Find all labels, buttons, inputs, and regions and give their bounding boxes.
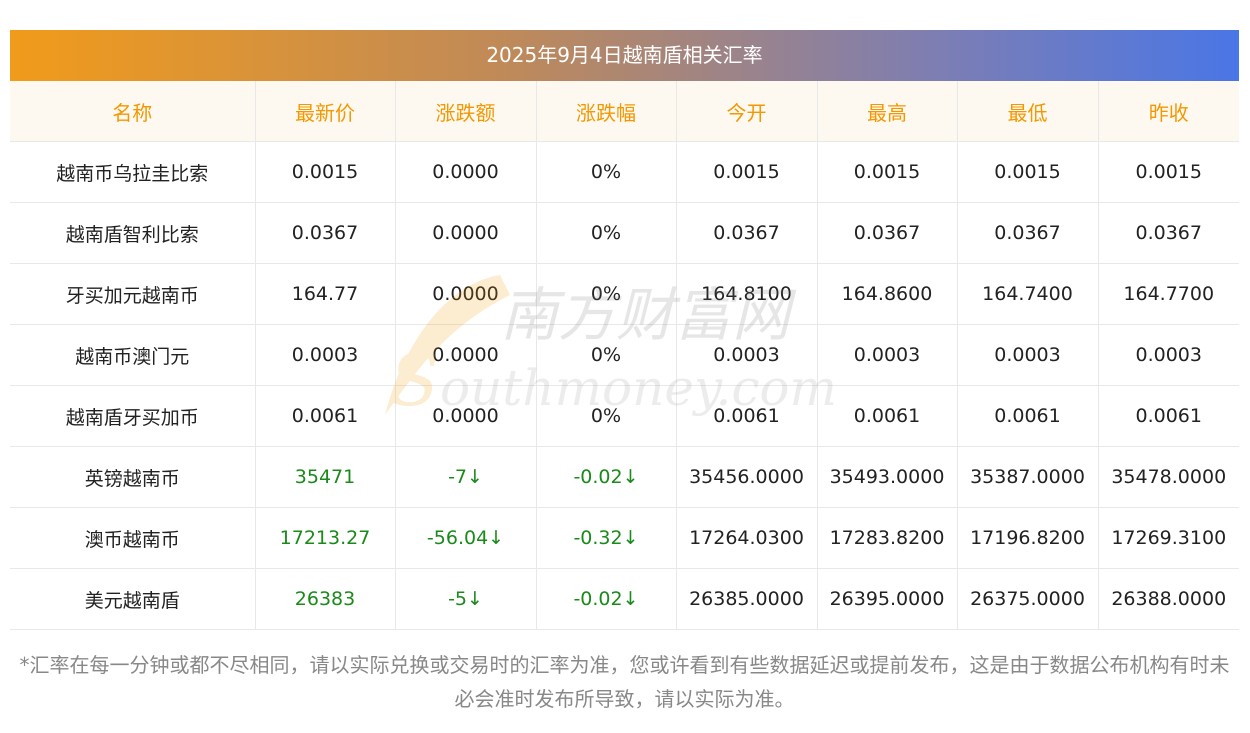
disclaimer-note: *汇率在每一分钟或都不尽相同，请以实际兑换或交易时的汇率为准，您或许看到有些数据… [19, 653, 1230, 711]
low-price-cell: 164.7400 [957, 263, 1099, 325]
change-amount-cell: -56.04↓ [395, 507, 537, 569]
high-price-cell: 0.0061 [817, 385, 958, 447]
exchange-rate-table: 名称 最新价 涨跌额 涨跌幅 今开 最高 最低 昨收 越南币乌拉圭比索 0.001… [10, 81, 1239, 630]
change-pct-cell: 0% [536, 324, 677, 386]
header-change-pct: 涨跌幅 [536, 81, 677, 142]
change-pct-cell: 0% [536, 202, 677, 264]
pair-name-cell: 美元越南盾 [10, 568, 256, 630]
prev-close-cell: 0.0015 [1098, 141, 1239, 203]
high-price-cell: 0.0367 [817, 202, 958, 264]
pair-name-cell: 越南币乌拉圭比索 [10, 141, 256, 203]
latest-price-cell: 0.0015 [255, 141, 396, 203]
change-pct-cell: -0.02↓ [536, 568, 677, 630]
table-row: 越南币澳门元 0.0003 0.0000 0% 0.0003 0.0003 0.0003 0.… [10, 324, 1239, 386]
latest-price-cell: 17213.27 [255, 507, 396, 569]
table-title: 2025年9月4日越南盾相关汇率 [10, 30, 1239, 81]
latest-price-cell: 0.0367 [255, 202, 396, 264]
header-prev-close: 昨收 [1098, 81, 1239, 142]
open-price-cell: 0.0061 [676, 385, 818, 447]
open-price-cell: 35456.0000 [676, 446, 818, 508]
prev-close-cell: 0.0061 [1098, 385, 1239, 447]
change-pct-cell: 0% [536, 141, 677, 203]
pair-name-cell: 澳币越南币 [10, 507, 256, 569]
change-pct-cell: 0% [536, 385, 677, 447]
pair-name-cell: 英镑越南币 [10, 446, 256, 508]
table-row: 越南币乌拉圭比索 0.0015 0.0000 0% 0.0015 0.0015 0.0015… [10, 141, 1239, 203]
high-price-cell: 26395.0000 [817, 568, 958, 630]
open-price-cell: 0.0367 [676, 202, 818, 264]
open-price-cell: 17264.0300 [676, 507, 818, 569]
header-change: 涨跌额 [395, 81, 537, 142]
header-low: 最低 [957, 81, 1099, 142]
high-price-cell: 0.0015 [817, 141, 958, 203]
low-price-cell: 35387.0000 [957, 446, 1099, 508]
open-price-cell: 0.0003 [676, 324, 818, 386]
header-latest: 最新价 [255, 81, 396, 142]
change-amount-cell: 0.0000 [395, 324, 537, 386]
change-pct-cell: 0% [536, 263, 677, 325]
prev-close-cell: 0.0367 [1098, 202, 1239, 264]
change-amount-cell: -5↓ [395, 568, 537, 630]
latest-price-cell: 0.0061 [255, 385, 396, 447]
low-price-cell: 17196.8200 [957, 507, 1099, 569]
latest-price-cell: 164.77 [255, 263, 396, 325]
header-open: 今开 [676, 81, 818, 142]
prev-close-cell: 17269.3100 [1098, 507, 1239, 569]
high-price-cell: 164.8600 [817, 263, 958, 325]
table-row: 美元越南盾 26383 -5↓ -0.02↓ 26385.0000 26395.0000 2… [10, 568, 1239, 630]
pair-name-cell: 牙买加元越南币 [10, 263, 256, 325]
header-name: 名称 [10, 81, 256, 142]
table-row: 越南盾智利比索 0.0367 0.0000 0% 0.0367 0.0367 0.0367 0… [10, 202, 1239, 264]
open-price-cell: 164.8100 [676, 263, 818, 325]
open-price-cell: 0.0015 [676, 141, 818, 203]
prev-close-cell: 35478.0000 [1098, 446, 1239, 508]
change-amount-cell: 0.0000 [395, 202, 537, 264]
change-amount-cell: 0.0000 [395, 263, 537, 325]
low-price-cell: 0.0015 [957, 141, 1099, 203]
header-high: 最高 [817, 81, 958, 142]
pair-name-cell: 越南盾牙买加币 [10, 385, 256, 447]
pair-name-cell: 越南币澳门元 [10, 324, 256, 386]
high-price-cell: 17283.8200 [817, 507, 958, 569]
low-price-cell: 0.0003 [957, 324, 1099, 386]
rate-table-container: 2025年9月4日越南盾相关汇率 名称 最新价 涨跌额 涨跌幅 今开 最高 最低… [10, 30, 1239, 630]
table-header-row: 名称 最新价 涨跌额 涨跌幅 今开 最高 最低 昨收 [10, 81, 1239, 142]
latest-price-cell: 26383 [255, 568, 396, 630]
high-price-cell: 35493.0000 [817, 446, 958, 508]
latest-price-cell: 0.0003 [255, 324, 396, 386]
low-price-cell: 0.0367 [957, 202, 1099, 264]
low-price-cell: 0.0061 [957, 385, 1099, 447]
prev-close-cell: 164.7700 [1098, 263, 1239, 325]
table-row: 牙买加元越南币 164.77 0.0000 0% 164.8100 164.8600 164… [10, 263, 1239, 325]
prev-close-cell: 26388.0000 [1098, 568, 1239, 630]
change-pct-cell: -0.32↓ [536, 507, 677, 569]
high-price-cell: 0.0003 [817, 324, 958, 386]
low-price-cell: 26375.0000 [957, 568, 1099, 630]
change-amount-cell: 0.0000 [395, 141, 537, 203]
pair-name-cell: 越南盾智利比索 [10, 202, 256, 264]
prev-close-cell: 0.0003 [1098, 324, 1239, 386]
change-amount-cell: 0.0000 [395, 385, 537, 447]
table-row: 英镑越南币 35471 -7↓ -0.02↓ 35456.0000 35493.0000 3… [10, 446, 1239, 508]
change-pct-cell: -0.02↓ [536, 446, 677, 508]
open-price-cell: 26385.0000 [676, 568, 818, 630]
latest-price-cell: 35471 [255, 446, 396, 508]
table-row: 越南盾牙买加币 0.0061 0.0000 0% 0.0061 0.0061 0.0061 0… [10, 385, 1239, 447]
table-row: 澳币越南币 17213.27 -56.04↓ -0.32↓ 17264.0300 1728… [10, 507, 1239, 569]
change-amount-cell: -7↓ [395, 446, 537, 508]
